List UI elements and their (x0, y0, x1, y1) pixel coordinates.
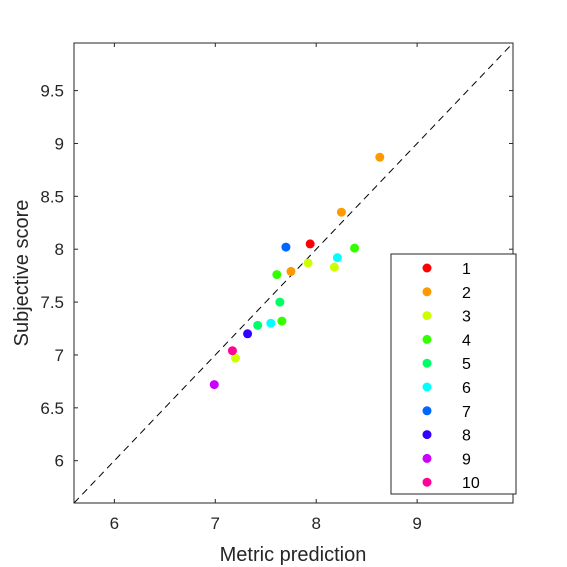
data-point-series-9 (209, 380, 219, 390)
legend-label-series-7: 7 (462, 404, 471, 421)
legend-label-series-10: 10 (462, 475, 480, 492)
y-axis-title: Subjective score (11, 200, 33, 347)
data-point-series-2 (375, 152, 385, 162)
y-tick-label: 9.5 (40, 82, 64, 101)
y-tick-label: 6.5 (40, 399, 64, 418)
legend-label-series-1: 1 (462, 261, 471, 278)
data-point-series-3 (329, 262, 339, 272)
legend-marker-series-4 (422, 334, 432, 344)
data-point-series-3 (230, 353, 240, 363)
x-axis-title: Metric prediction (220, 544, 367, 566)
data-points (209, 152, 385, 390)
legend-box (390, 253, 517, 495)
data-point-series-4 (277, 316, 287, 326)
data-point-series-3 (303, 258, 313, 268)
legend-label-series-4: 4 (462, 332, 471, 349)
legend-marker-series-7 (422, 406, 432, 416)
x-tick-label: 6 (110, 514, 119, 533)
legend-label-series-8: 8 (462, 428, 471, 445)
legend-label-series-2: 2 (462, 285, 471, 302)
legend-label-series-6: 6 (462, 380, 471, 397)
y-tick-label: 7 (55, 346, 64, 365)
data-point-series-4 (350, 243, 360, 253)
data-point-series-2 (286, 266, 296, 276)
legend-marker-series-5 (422, 358, 432, 368)
y-tick-label: 8.5 (40, 187, 64, 206)
y-tick-label: 8 (55, 240, 64, 259)
data-point-series-10 (227, 346, 237, 356)
legend-label-series-3: 3 (462, 309, 471, 326)
data-point-series-6 (266, 318, 276, 328)
legend-label-series-5: 5 (462, 356, 471, 373)
data-point-series-1 (305, 239, 315, 249)
legend-label-series-9: 9 (462, 451, 471, 468)
data-point-series-5 (253, 320, 263, 330)
legend: 1 2 3 4 5 6 7 8 9 10 (390, 253, 517, 495)
data-point-series-5 (275, 297, 285, 307)
x-tick-label: 9 (412, 514, 421, 533)
data-point-series-7 (281, 242, 291, 252)
y-tick-label: 9 (55, 134, 64, 153)
data-point-series-4 (272, 270, 282, 280)
data-point-series-2 (336, 207, 346, 217)
x-tick-label: 7 (211, 514, 220, 533)
legend-marker-series-6 (422, 382, 432, 392)
data-point-series-8 (243, 329, 253, 339)
y-tick-label: 7.5 (40, 293, 64, 312)
legend-marker-series-2 (422, 287, 432, 297)
legend-marker-series-10 (422, 477, 432, 487)
legend-marker-series-3 (422, 311, 432, 321)
legend-marker-series-9 (422, 453, 432, 463)
legend-marker-series-8 (422, 430, 432, 440)
data-point-series-6 (332, 253, 342, 263)
y-tick-label: 6 (55, 452, 64, 471)
tick-labels: 6 7 8 9 6 6.5 7 7.5 8 8.5 9 9.5 (40, 82, 422, 533)
x-tick-label: 8 (311, 514, 320, 533)
legend-marker-series-1 (422, 263, 432, 273)
